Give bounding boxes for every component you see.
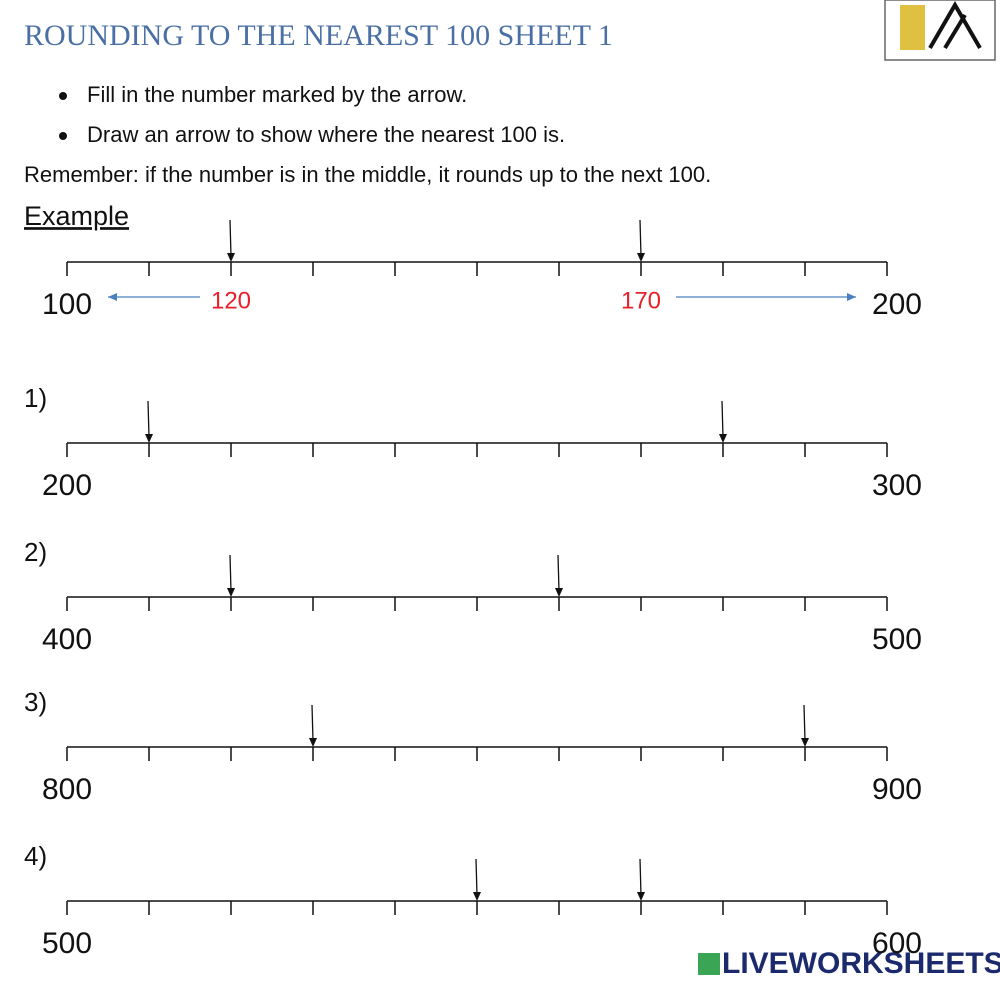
start-label: 200	[42, 469, 92, 502]
arrow-part	[229, 554, 232, 592]
arrow-part	[229, 219, 232, 257]
arrow-part	[227, 253, 235, 262]
bullet	[59, 92, 67, 100]
example-heading: Example	[24, 201, 129, 231]
exercise-label: 4)	[24, 841, 47, 871]
end-label: 600	[872, 927, 922, 960]
arrow	[637, 858, 645, 901]
start-label: 800	[42, 773, 92, 806]
start-label: 400	[42, 623, 92, 656]
watermark: LIVEWORKSHEETS	[698, 947, 1000, 980]
arrow-part	[721, 400, 724, 438]
bullet	[59, 132, 67, 140]
start-label: 100	[42, 288, 92, 321]
arrow-value: 120	[211, 287, 251, 314]
arrow-part	[637, 253, 645, 262]
end-label: 900	[872, 773, 922, 806]
exercise-label: 2)	[24, 537, 47, 567]
start-label: 500	[42, 927, 92, 960]
arrow	[637, 219, 645, 262]
arrow-part	[803, 704, 806, 742]
arrow	[555, 554, 563, 597]
arrow	[473, 858, 481, 901]
instruction: Draw an arrow to show where the nearest …	[87, 122, 565, 147]
arrow-part	[719, 434, 727, 443]
arrow-part	[309, 738, 317, 747]
arrow-part	[311, 704, 314, 742]
arrow-part	[227, 588, 235, 597]
end-label: 200	[872, 288, 922, 321]
title: ROUNDING TO THE NEAREST 100 SHEET 1	[24, 19, 613, 52]
arrow-part	[557, 554, 560, 592]
arrow-part	[637, 892, 645, 901]
remember: Remember: if the number is in the middle…	[24, 162, 711, 187]
exercise-label: 3)	[24, 687, 47, 717]
arrow-part	[639, 219, 642, 257]
arrow-part	[473, 892, 481, 901]
rounding-arrowhead	[847, 293, 856, 301]
arrow-part	[475, 858, 478, 896]
arrow-part	[801, 738, 809, 747]
arrow-part	[555, 588, 563, 597]
arrow-part	[639, 858, 642, 896]
arrow	[145, 400, 153, 443]
end-label: 300	[872, 469, 922, 502]
arrow	[719, 400, 727, 443]
end-label: 500	[872, 623, 922, 656]
instruction: Fill in the number marked by the arrow.	[87, 82, 467, 107]
arrow	[309, 704, 317, 747]
exercise-label: 1)	[24, 383, 47, 413]
arrow-part	[145, 434, 153, 443]
arrow-value: 170	[621, 287, 661, 314]
watermark-text: LIVEWORKSHEETS	[722, 947, 1000, 980]
arrow	[801, 704, 809, 747]
arrow-part	[147, 400, 150, 438]
arrow	[227, 219, 235, 262]
logo	[884, 0, 996, 61]
arrow	[227, 554, 235, 597]
rounding-arrowhead	[108, 293, 117, 301]
